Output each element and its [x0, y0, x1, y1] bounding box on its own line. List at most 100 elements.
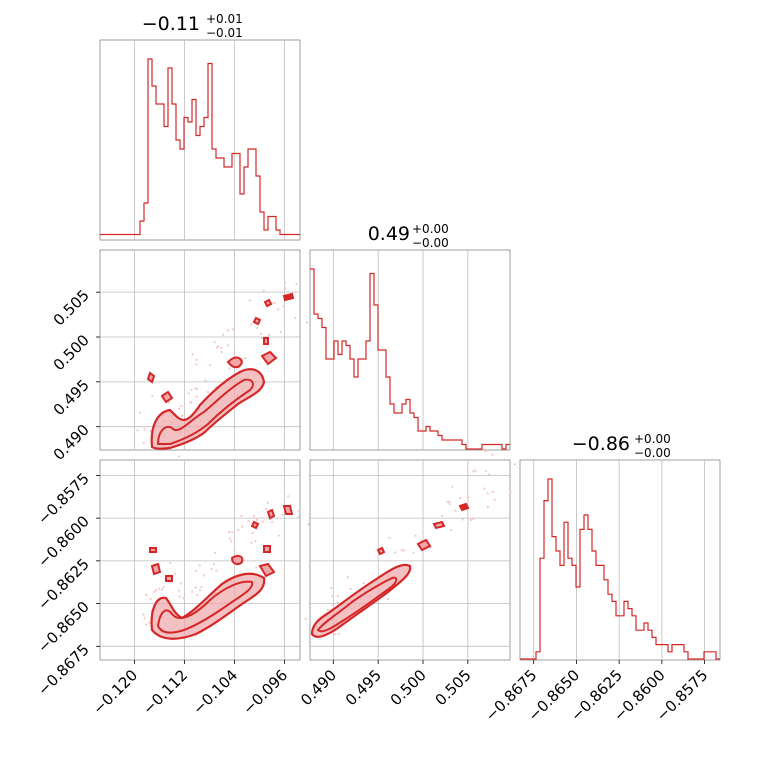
- sample-point: [454, 509, 457, 512]
- sample-point: [149, 597, 152, 601]
- sample-point: [153, 590, 156, 593]
- sample-point: [262, 289, 265, 292]
- sample-point: [307, 523, 310, 526]
- sample-point: [394, 551, 397, 554]
- sample-point: [180, 405, 183, 408]
- sample-point: [169, 561, 172, 564]
- contour-blob-p1-p2-f: [252, 316, 262, 326]
- sample-point: [264, 507, 267, 511]
- sample-point: [284, 287, 287, 290]
- xticks-p2-col: 0.490 0.495 0.500 0.505: [297, 660, 475, 709]
- panel-hist-p3-frame: [519, 459, 721, 661]
- sample-point: [472, 470, 475, 473]
- sample-point: [486, 505, 490, 508]
- sample-point: [198, 588, 202, 592]
- sample-point: [158, 587, 161, 590]
- sample-point: [448, 502, 451, 506]
- panel-hist-p3-grid: [533, 460, 706, 660]
- sample-point: [181, 414, 184, 417]
- contour-fill-p2-p3: [310, 563, 412, 638]
- panel-hist-p3: −0.86 +0.00 −0.00 −0.8675−0.8650−0.8625−…: [482, 432, 721, 725]
- panel-scatter-p1-p2-frame: [99, 249, 301, 451]
- sample-point: [388, 536, 391, 539]
- sample-point: [204, 379, 207, 382]
- x-tick-label: −0.104: [189, 666, 241, 718]
- sample-point: [488, 473, 491, 476]
- sample-point: [472, 517, 476, 520]
- sample-point: [202, 574, 206, 577]
- sample-point: [230, 540, 233, 543]
- sample-point: [513, 463, 516, 466]
- x-tick-label: 0.500: [387, 666, 430, 709]
- sample-point: [227, 531, 231, 534]
- contour-blob-p2-p3-a: [376, 546, 386, 556]
- sample-point: [266, 501, 269, 504]
- sample-point: [198, 564, 201, 567]
- contour-blob-p1-p3-b: [150, 562, 162, 576]
- sample-point: [213, 551, 217, 554]
- sample-point: [177, 455, 181, 458]
- sample-point: [333, 633, 336, 636]
- sample-point: [215, 346, 218, 349]
- sample-point: [259, 332, 263, 336]
- contour-blob-p1-p3-i: [282, 505, 294, 515]
- sample-point: [187, 392, 190, 395]
- sample-point: [256, 326, 259, 330]
- sample-point: [189, 400, 192, 404]
- sample-point: [362, 581, 365, 585]
- sample-point: [277, 534, 280, 537]
- sample-point: [486, 492, 489, 495]
- x-tick-label: 0.490: [297, 666, 340, 709]
- sample-point: [182, 597, 185, 600]
- sample-point: [194, 586, 197, 589]
- sample-point: [143, 428, 146, 431]
- contour-blob-p1-p3-h: [266, 508, 276, 520]
- sample-point: [414, 534, 417, 537]
- contour-blob-p2-p3-b: [416, 538, 432, 552]
- xticks-p1-col: −0.120−0.112−0.104−0.096: [89, 660, 291, 718]
- sample-point: [155, 589, 158, 592]
- title-p3-upper: +0.00: [634, 432, 671, 446]
- y-tick-label: 0.505: [50, 286, 93, 329]
- sample-point: [270, 520, 274, 523]
- y-tick-label: 0.495: [50, 376, 93, 419]
- sample-point: [283, 281, 287, 284]
- sample-point: [491, 490, 494, 493]
- sample-point: [195, 358, 198, 361]
- sample-point: [250, 541, 253, 544]
- sample-point: [282, 304, 285, 308]
- sample-point: [196, 593, 199, 597]
- histogram-p1: [100, 58, 300, 236]
- contours-p1-p3: [149, 505, 294, 640]
- sample-point: [509, 491, 512, 494]
- sample-point: [138, 411, 142, 414]
- contour-blob-p1-p2-b: [160, 390, 174, 404]
- sample-point: [400, 548, 403, 552]
- title-p2-lower: −0.00: [412, 236, 449, 250]
- sample-point: [232, 328, 235, 331]
- sample-point: [260, 336, 263, 340]
- sample-point: [287, 495, 290, 498]
- panel-hist-p1-frame: [99, 39, 301, 241]
- sample-point: [451, 485, 454, 488]
- contour-blob-p1-p2-d: [260, 350, 278, 366]
- contour-blob-p1-p3-d: [230, 554, 244, 566]
- sample-point: [148, 621, 151, 624]
- sample-point: [195, 387, 199, 391]
- histogram-p2: [310, 268, 510, 450]
- sample-point: [194, 569, 197, 572]
- sample-point: [255, 566, 258, 569]
- panel-scatter-p1-p3: −0.8675−0.8650−0.8625−0.8600−0.8575 −0.1…: [34, 459, 310, 718]
- sample-point: [254, 539, 257, 543]
- contours-p2-p3: [310, 502, 470, 638]
- panel-hist-p1: −0.11 +0.01 −0.01: [99, 12, 301, 241]
- title-p2-upper: +0.00: [412, 222, 449, 236]
- sample-point: [220, 351, 223, 354]
- contour-blob-p2-p3-c: [432, 520, 446, 530]
- contour-blob-p1-p3-e: [258, 562, 276, 578]
- sample-point: [294, 316, 297, 319]
- contour-inner-p1-p2: [156, 378, 254, 445]
- sample-point: [261, 520, 264, 523]
- x-tick-label: 0.495: [342, 666, 385, 709]
